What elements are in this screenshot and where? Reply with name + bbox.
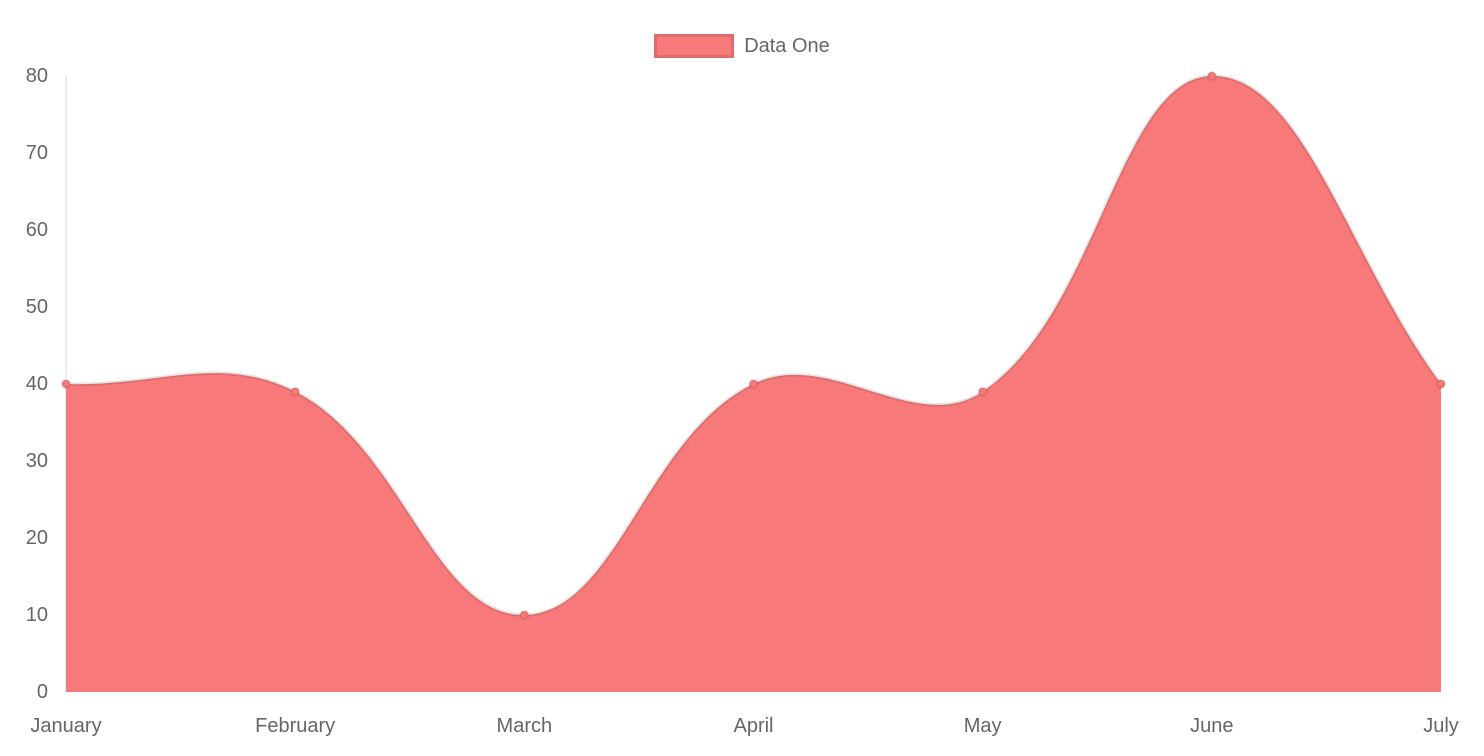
- x-tick-label-january: January: [30, 715, 102, 737]
- data-point-may[interactable]: [977, 386, 988, 397]
- y-tick-label-10: 10: [25, 604, 48, 626]
- legend-swatch: [654, 34, 735, 58]
- x-tick-label-may: May: [963, 715, 1002, 737]
- x-tick-label-february: February: [255, 715, 336, 737]
- x-tick-label-march: March: [496, 715, 553, 737]
- y-tick-label-70: 70: [25, 142, 48, 164]
- line-border-data-one: [64, 74, 1443, 617]
- y-tick-label-40: 40: [25, 373, 48, 395]
- data-point-july[interactable]: [1436, 379, 1446, 389]
- data-point-february[interactable]: [290, 386, 301, 397]
- data-point-march[interactable]: [519, 610, 530, 620]
- x-tick-label-july: July: [1423, 715, 1459, 737]
- area-fill-data-one: [66, 75, 1441, 693]
- y-tick-label-20: 20: [25, 527, 48, 549]
- data-point-june[interactable]: [1206, 71, 1217, 81]
- y-tick-label-50: 50: [25, 296, 48, 318]
- x-tick-label-june: June: [1190, 715, 1234, 737]
- x-tick-label-april: April: [733, 715, 774, 737]
- data-point-january[interactable]: [61, 379, 71, 389]
- y-tick-label-80: 80: [25, 65, 48, 87]
- data-point-april[interactable]: [748, 379, 759, 389]
- legend-label: Data One: [744, 35, 830, 57]
- y-tick-label-30: 30: [25, 450, 48, 472]
- y-tick-label-60: 60: [25, 219, 48, 241]
- chart-legend-item-data-one[interactable]: Data One: [0, 34, 1484, 58]
- y-tick-label-0: 0: [36, 681, 48, 703]
